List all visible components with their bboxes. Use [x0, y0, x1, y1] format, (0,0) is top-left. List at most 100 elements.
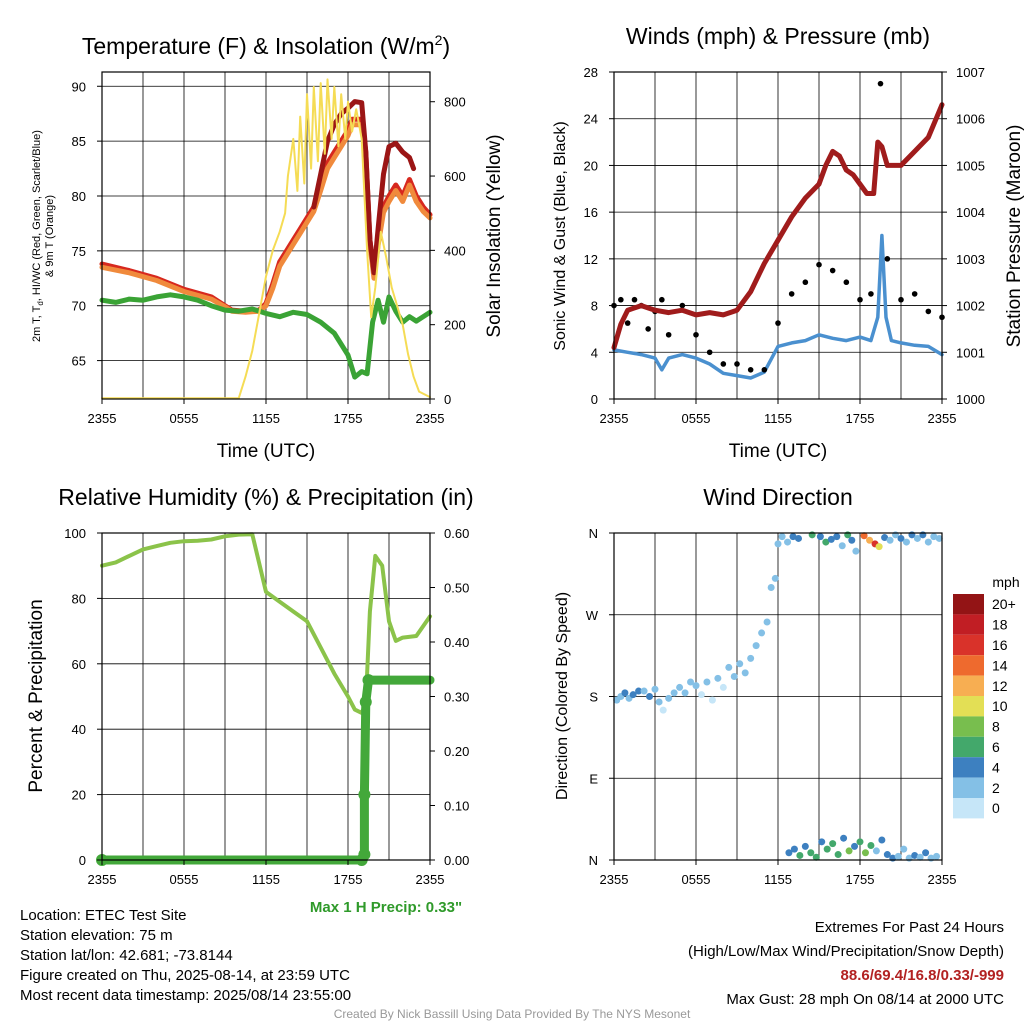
- series-gust-point: [734, 361, 740, 367]
- direction-point: [816, 533, 824, 541]
- y-tick-label: 80: [72, 591, 86, 606]
- y-tick-label: 90: [72, 79, 86, 94]
- x-tick-label: 2355: [88, 872, 117, 887]
- legend-label: 0: [992, 800, 1000, 816]
- direction-point: [697, 691, 705, 699]
- series-gust-point: [868, 291, 874, 297]
- y-tick-label: 0: [591, 392, 598, 407]
- temperature-ylabel-line2: & 9m T (Orange): [44, 195, 56, 277]
- direction-point: [818, 838, 826, 846]
- series-gust-point: [679, 302, 686, 309]
- y2-tick-label: 1000: [956, 392, 985, 407]
- direction-point: [736, 660, 744, 668]
- legend-title: mph: [992, 574, 1019, 590]
- legend-label: 4: [992, 759, 1000, 775]
- direction-point: [848, 536, 856, 544]
- direction-point: [866, 536, 874, 544]
- extremes-title: Extremes For Past 24 Hours: [814, 919, 1004, 936]
- series-gust-point: [829, 267, 836, 274]
- y2-tick-label: 200: [444, 318, 466, 333]
- direction-point: [900, 845, 908, 853]
- extremes-info: Extremes For Past 24 Hours (High/Low/Max…: [688, 916, 1004, 1012]
- direction-point: [834, 851, 842, 859]
- temperature-xlabel: Time (UTC): [217, 441, 316, 462]
- direction-point: [703, 678, 711, 686]
- series-gust-point: [816, 261, 822, 268]
- series-gust-point: [898, 296, 904, 303]
- direction-point: [646, 693, 654, 700]
- direction-point: [789, 533, 797, 541]
- direction-point: [629, 691, 637, 699]
- series-gust-point: [624, 320, 631, 326]
- max-gust: Max Gust: 28 mph On 08/14 at 2000 UTC: [726, 991, 1004, 1008]
- y2-tick-label: 0.10: [444, 799, 469, 814]
- direction-point: [784, 538, 792, 546]
- y2-tick-label: 1003: [956, 252, 985, 267]
- legend-label: 18: [992, 617, 1008, 633]
- legend-swatch: [953, 594, 984, 615]
- direction-point: [687, 678, 695, 686]
- direction-point: [763, 618, 771, 626]
- direction-point: [771, 574, 779, 582]
- insolation-ylabel: Solar Insolation (Yellow): [484, 134, 505, 337]
- x-tick-label: 1155: [252, 872, 280, 887]
- legend-label: 10: [992, 698, 1008, 714]
- series-relative-humidity: [100, 532, 432, 715]
- humidity-ylabel: Percent & Precipitation: [26, 599, 47, 792]
- y2-tick-label: 0.60: [444, 526, 469, 541]
- y2-tick-label: 1001: [956, 345, 985, 360]
- direction-point: [767, 584, 775, 591]
- direction-point: [774, 540, 782, 548]
- series-gust-point: [857, 296, 863, 303]
- legend-swatch: [953, 736, 984, 758]
- y-tick-label: 70: [72, 299, 86, 314]
- y-tick-label: E: [589, 771, 598, 786]
- series-station-pressure: [611, 102, 945, 351]
- legend-swatch: [953, 634, 984, 656]
- y-tick-label: 4: [591, 345, 598, 360]
- direction-point: [651, 685, 659, 693]
- direction-point: [747, 654, 755, 662]
- y-tick-label: 40: [72, 722, 86, 737]
- series-gust-point: [775, 320, 781, 326]
- legend-label: 16: [992, 637, 1008, 653]
- direction-point: [829, 840, 837, 848]
- y-tick-label: 85: [72, 134, 86, 149]
- y-tick-label: 60: [72, 657, 86, 672]
- y-tick-label: 12: [584, 252, 598, 267]
- series-gust-point: [747, 367, 754, 373]
- y-tick-label: 65: [72, 354, 86, 369]
- y2-tick-label: 600: [444, 169, 466, 184]
- direction-point: [665, 694, 673, 702]
- y2-tick-label: 0.50: [444, 581, 469, 596]
- humidity-panel: Relative Humidity (%) & Precipitation (i…: [26, 484, 474, 916]
- recent-timestamp: Most recent data timestamp: 2025/08/14 2…: [20, 987, 352, 1004]
- legend-swatch: [953, 716, 984, 737]
- y-tick-label: 8: [591, 299, 598, 314]
- direction-point: [670, 689, 678, 697]
- legend-label: 6: [992, 739, 1000, 755]
- x-tick-label: 2355: [416, 411, 445, 426]
- direction-point: [861, 849, 869, 857]
- winds-xlabel: Time (UTC): [729, 441, 828, 462]
- y-tick-label: 20: [72, 788, 86, 803]
- direction-point: [852, 547, 860, 555]
- x-tick-label: 2355: [88, 411, 117, 426]
- direction-point: [714, 674, 722, 682]
- y-tick-label: 24: [584, 112, 598, 127]
- direction-point: [897, 534, 905, 542]
- legend-swatch: [953, 798, 984, 819]
- direction-point: [840, 834, 848, 842]
- x-tick-label: 2355: [928, 872, 957, 887]
- series-gust-point: [659, 296, 665, 303]
- direction-point: [867, 841, 875, 849]
- direction-point: [708, 696, 716, 704]
- series-gust-point: [884, 256, 891, 262]
- direction-point: [845, 847, 853, 855]
- pressure-ylabel: Station Pressure (Maroon): [1004, 125, 1024, 348]
- direction-point: [823, 845, 831, 853]
- direction-ylabel: Direction (Colored By Speed): [554, 592, 571, 800]
- direction-panel: Wind Direction 2355 0555 1155 1755 2355NESWN…: [554, 484, 1020, 887]
- direction-point: [725, 663, 733, 671]
- credit-line: Created By Nick Bassill Using Data Provi…: [333, 1007, 691, 1021]
